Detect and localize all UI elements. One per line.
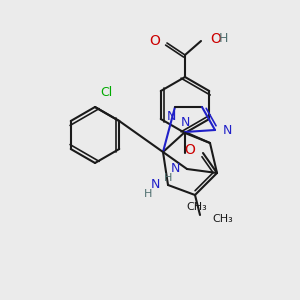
Text: N: N [180, 116, 190, 128]
Text: O: O [210, 32, 221, 46]
Text: Cl: Cl [100, 86, 112, 100]
Text: O: O [184, 143, 195, 157]
Text: N: N [151, 178, 160, 191]
Text: H: H [164, 173, 172, 183]
Text: CH₃: CH₃ [187, 202, 207, 212]
Text: N: N [166, 110, 176, 124]
Text: O: O [149, 34, 160, 48]
Text: CH₃: CH₃ [212, 214, 233, 224]
Text: N: N [223, 124, 232, 136]
Text: H: H [219, 32, 228, 46]
Text: H: H [144, 189, 152, 199]
Text: N: N [171, 163, 180, 176]
